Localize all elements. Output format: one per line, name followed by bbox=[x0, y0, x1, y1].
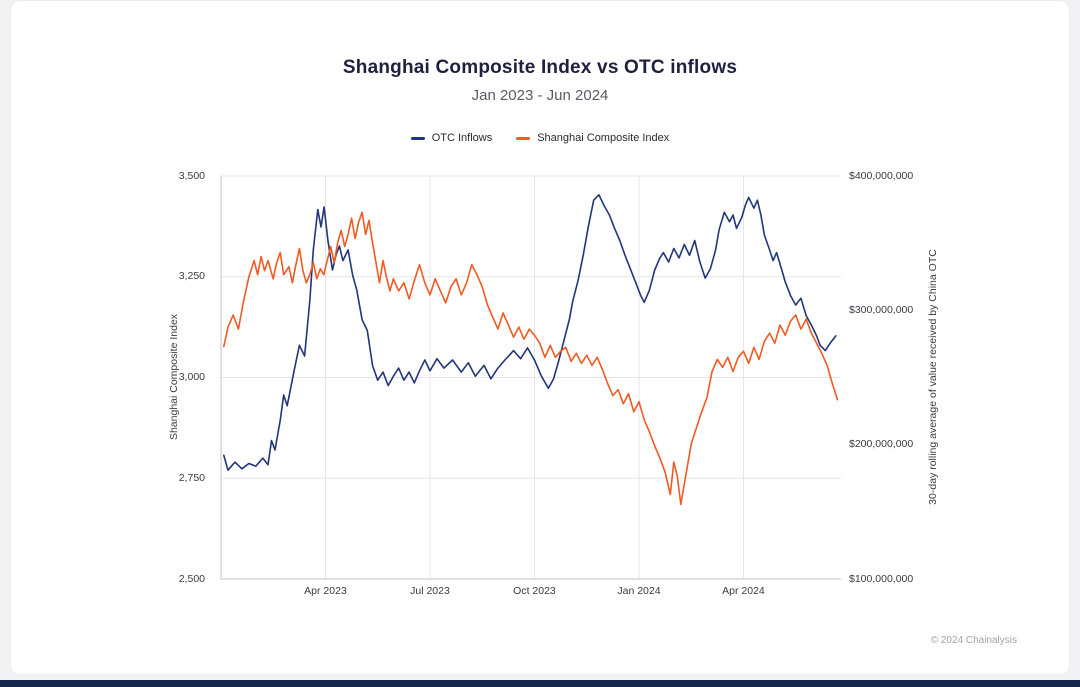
bottom-bar bbox=[0, 680, 1080, 687]
chart-card: Shanghai Composite Index vs OTC inflows … bbox=[10, 0, 1070, 675]
y-left-tick: 2,500 bbox=[178, 572, 205, 585]
y-left-tick: 3,250 bbox=[178, 270, 205, 283]
legend-item-shanghai-index[interactable]: Shanghai Composite Index bbox=[516, 132, 669, 144]
y-right-tick-labels: $100,000,000 $200,000,000 $300,000,000 $400… bbox=[847, 170, 977, 585]
x-axis-tick: Apr 2024 bbox=[722, 585, 765, 597]
y-left-tick-labels: 2,500 2,750 3,000 3,250 3,500 bbox=[151, 170, 213, 585]
series-line-1 bbox=[222, 211, 839, 506]
legend: OTC Inflows Shanghai Composite Index bbox=[11, 132, 1069, 144]
y-right-tick: $300,000,000 bbox=[849, 303, 914, 316]
x-axis-tick: Jan 2024 bbox=[617, 585, 661, 597]
x-axis-tick: Oct 2023 bbox=[513, 585, 556, 597]
y-left-tick: 3,000 bbox=[178, 371, 205, 383]
shanghai-index-swatch-icon bbox=[516, 136, 531, 140]
legend-label-otc-inflows: OTC Inflows bbox=[431, 132, 493, 144]
x-axis-tick: Apr 2023 bbox=[304, 585, 347, 597]
legend-item-otc-inflows[interactable]: OTC Inflows bbox=[410, 132, 493, 144]
chart-subtitle: Jan 2023 - Jun 2024 bbox=[471, 87, 609, 104]
chart-title: Shanghai Composite Index vs OTC inflows bbox=[342, 57, 738, 78]
y-right-tick: $100,000,000 bbox=[849, 572, 914, 585]
y-left-tick: 2,750 bbox=[178, 471, 205, 484]
x-axis-tick-labels: Apr 2023 Jul 2023 Oct 2023 Jan 2024 Apr 2024 bbox=[221, 585, 841, 601]
x-axis-tick: Jul 2023 bbox=[410, 585, 450, 597]
plot-area bbox=[220, 175, 841, 580]
copyright-note: © 2024 Chainalysis bbox=[930, 635, 1017, 646]
series-line-0 bbox=[222, 193, 837, 472]
y-right-tick: $200,000,000 bbox=[849, 438, 914, 451]
legend-label-shanghai-index: Shanghai Composite Index bbox=[537, 132, 670, 144]
y-left-tick: 3,500 bbox=[178, 169, 205, 182]
chart-canvas bbox=[220, 175, 841, 580]
y-right-tick: $400,000,000 bbox=[849, 169, 914, 182]
otc-inflows-swatch-icon bbox=[410, 136, 425, 140]
